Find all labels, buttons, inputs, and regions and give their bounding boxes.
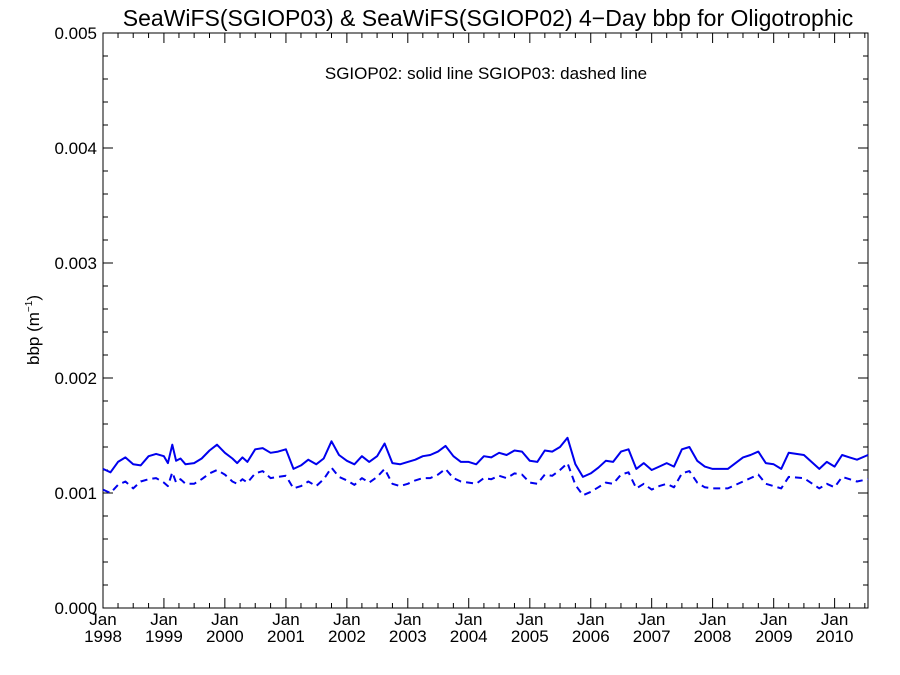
x-tick-label-year: 2004	[450, 627, 488, 646]
y-axis-label-text: bbp (m	[24, 312, 43, 365]
x-tick-label-month: Jan	[333, 610, 360, 629]
y-tick-label: 0.001	[54, 484, 97, 503]
x-axis-ticks: Jan1998Jan1999Jan2000Jan2001Jan2002Jan20…	[84, 33, 866, 646]
x-tick-label-year: 1998	[84, 627, 122, 646]
line-style-annotation: SGIOP02: solid line SGIOP03: dashed line	[325, 64, 647, 83]
chart-title: SeaWiFS(SGIOP03) & SeaWiFS(SGIOP02) 4−Da…	[123, 5, 854, 31]
x-tick-label-month: Jan	[577, 610, 604, 629]
y-axis-ticks: 0.000 0.001 0.002 0.003 0.004 0.005	[54, 24, 868, 618]
y-axis-label-unit-exponent: −1	[24, 300, 35, 312]
plot-frame	[102, 32, 869, 609]
x-tick-label-year: 2009	[755, 627, 793, 646]
x-tick-label-year: 2003	[389, 627, 427, 646]
x-tick-label-year: 1999	[145, 627, 183, 646]
y-tick-label: 0.003	[54, 254, 97, 273]
y-tick-label: 0.005	[54, 24, 97, 43]
x-tick-label-month: Jan	[516, 610, 543, 629]
x-tick-label-year: 2001	[267, 627, 305, 646]
series-layer	[102, 436, 869, 497]
x-tick-label-year: 2007	[633, 627, 671, 646]
x-tick-label-month: Jan	[455, 610, 482, 629]
y-tick-label: 0.002	[54, 369, 97, 388]
series-line-sgiop03	[102, 462, 869, 497]
x-tick-label-year: 2010	[816, 627, 854, 646]
x-tick-label-month: Jan	[150, 610, 177, 629]
x-tick-label-month: Jan	[821, 610, 848, 629]
y-tick-label: 0.004	[54, 139, 97, 158]
x-tick-label-month: Jan	[394, 610, 421, 629]
y-axis-label-close: )	[24, 295, 43, 301]
x-tick-label-month: Jan	[638, 610, 665, 629]
x-tick-label-month: Jan	[89, 610, 116, 629]
x-tick-label-month: Jan	[272, 610, 299, 629]
y-tick-label: 0.000	[54, 599, 97, 618]
x-tick-label-year: 2002	[328, 627, 366, 646]
x-tick-label-month: Jan	[760, 610, 787, 629]
x-tick-label-month: Jan	[211, 610, 238, 629]
series-line-sgiop02	[102, 436, 869, 478]
x-tick-label-year: 2008	[694, 627, 732, 646]
x-tick-label-month: Jan	[699, 610, 726, 629]
x-tick-label-year: 2006	[572, 627, 610, 646]
y-axis-label: bbp (m−1)	[24, 295, 43, 365]
x-tick-label-year: 2005	[511, 627, 549, 646]
x-tick-label-year: 2000	[206, 627, 244, 646]
